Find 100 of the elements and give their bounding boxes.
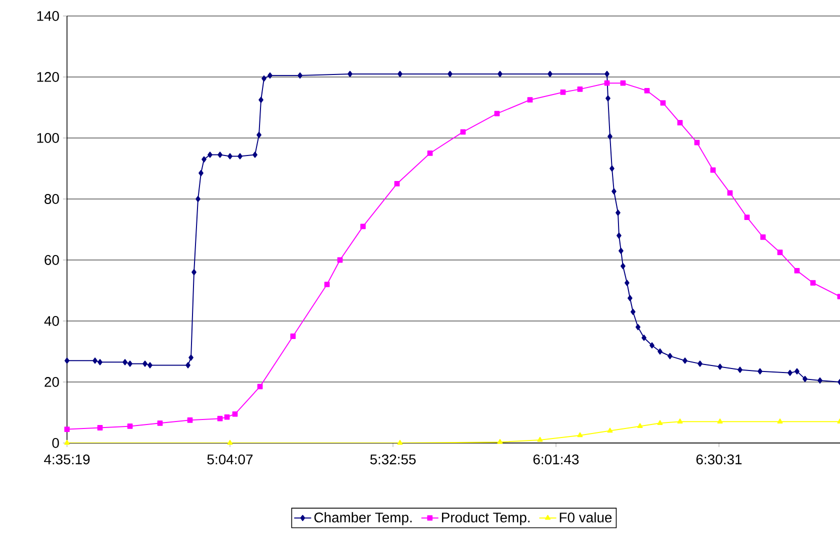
point	[494, 110, 500, 116]
point	[777, 418, 783, 424]
point	[202, 156, 206, 162]
point	[448, 70, 452, 78]
x-tick-label: 6:30:31	[696, 454, 742, 464]
point	[192, 269, 196, 276]
point	[612, 188, 616, 194]
point	[227, 440, 233, 445]
point	[427, 150, 433, 156]
y-tick-label: 20	[44, 377, 59, 387]
y-tick-label: 80	[44, 194, 59, 204]
point	[604, 70, 610, 78]
point	[258, 96, 264, 103]
point	[616, 232, 622, 239]
y-tick-label: 0	[52, 438, 59, 448]
point	[128, 360, 132, 367]
point	[758, 368, 762, 374]
point	[560, 90, 566, 95]
y-tick-label: 100	[37, 133, 59, 143]
point	[142, 360, 148, 367]
x-tick-label: 4:35:19	[44, 454, 90, 464]
point	[577, 86, 583, 92]
point	[257, 384, 263, 390]
point	[682, 358, 688, 364]
point	[718, 364, 722, 370]
point	[668, 352, 672, 360]
point	[738, 366, 742, 373]
point	[618, 248, 624, 254]
point	[608, 133, 612, 140]
point	[810, 280, 816, 286]
point	[348, 70, 352, 78]
point	[788, 370, 792, 376]
point	[577, 432, 583, 438]
point	[624, 280, 630, 286]
point	[644, 88, 650, 94]
point	[777, 250, 783, 256]
point	[148, 362, 152, 368]
legend-label: F0 value	[560, 512, 612, 522]
point	[607, 428, 613, 433]
point	[64, 358, 70, 364]
point	[92, 358, 98, 364]
point	[650, 342, 654, 348]
point	[398, 70, 402, 78]
point	[694, 140, 700, 146]
point	[628, 295, 632, 302]
point	[127, 424, 133, 429]
x-tick-label: 5:32:55	[370, 454, 416, 464]
point	[208, 152, 212, 158]
y-tick-label: 120	[37, 72, 59, 82]
point	[224, 414, 230, 420]
point	[290, 334, 296, 339]
point	[498, 70, 502, 78]
point	[802, 376, 808, 382]
point	[604, 80, 610, 86]
point	[187, 417, 193, 423]
point	[460, 129, 466, 135]
point	[64, 440, 70, 445]
y-tick-label: 40	[44, 316, 59, 326]
point	[630, 308, 636, 315]
point	[642, 334, 646, 341]
point	[616, 210, 620, 216]
point	[620, 80, 626, 86]
point	[122, 359, 128, 366]
point	[610, 165, 614, 172]
point	[228, 153, 232, 160]
point	[660, 100, 666, 106]
point	[677, 120, 683, 126]
point	[157, 420, 163, 426]
point	[196, 196, 200, 202]
legend-label: Chamber Temp.	[314, 512, 412, 526]
point	[268, 72, 272, 79]
point	[186, 362, 190, 368]
point	[394, 181, 400, 186]
point	[497, 438, 503, 444]
point	[298, 72, 302, 79]
y-tick-label: 140	[37, 11, 59, 21]
point	[677, 418, 683, 424]
point	[744, 214, 750, 220]
point	[218, 152, 222, 158]
point	[252, 152, 258, 158]
x-tick-label: 5:04:07	[207, 454, 253, 464]
point	[64, 426, 70, 432]
point	[698, 360, 702, 367]
point	[198, 170, 204, 176]
x-tick-label: 6:01:43	[533, 454, 579, 464]
point	[527, 97, 533, 103]
point	[717, 418, 723, 424]
point	[606, 95, 610, 102]
point	[794, 268, 800, 274]
point	[98, 359, 102, 366]
point	[727, 190, 733, 196]
point	[760, 234, 766, 240]
point	[188, 354, 194, 361]
point	[637, 423, 643, 428]
point	[658, 348, 662, 355]
point	[238, 153, 242, 160]
point	[548, 70, 552, 78]
point	[636, 324, 640, 330]
point	[620, 263, 626, 270]
point	[657, 420, 663, 425]
